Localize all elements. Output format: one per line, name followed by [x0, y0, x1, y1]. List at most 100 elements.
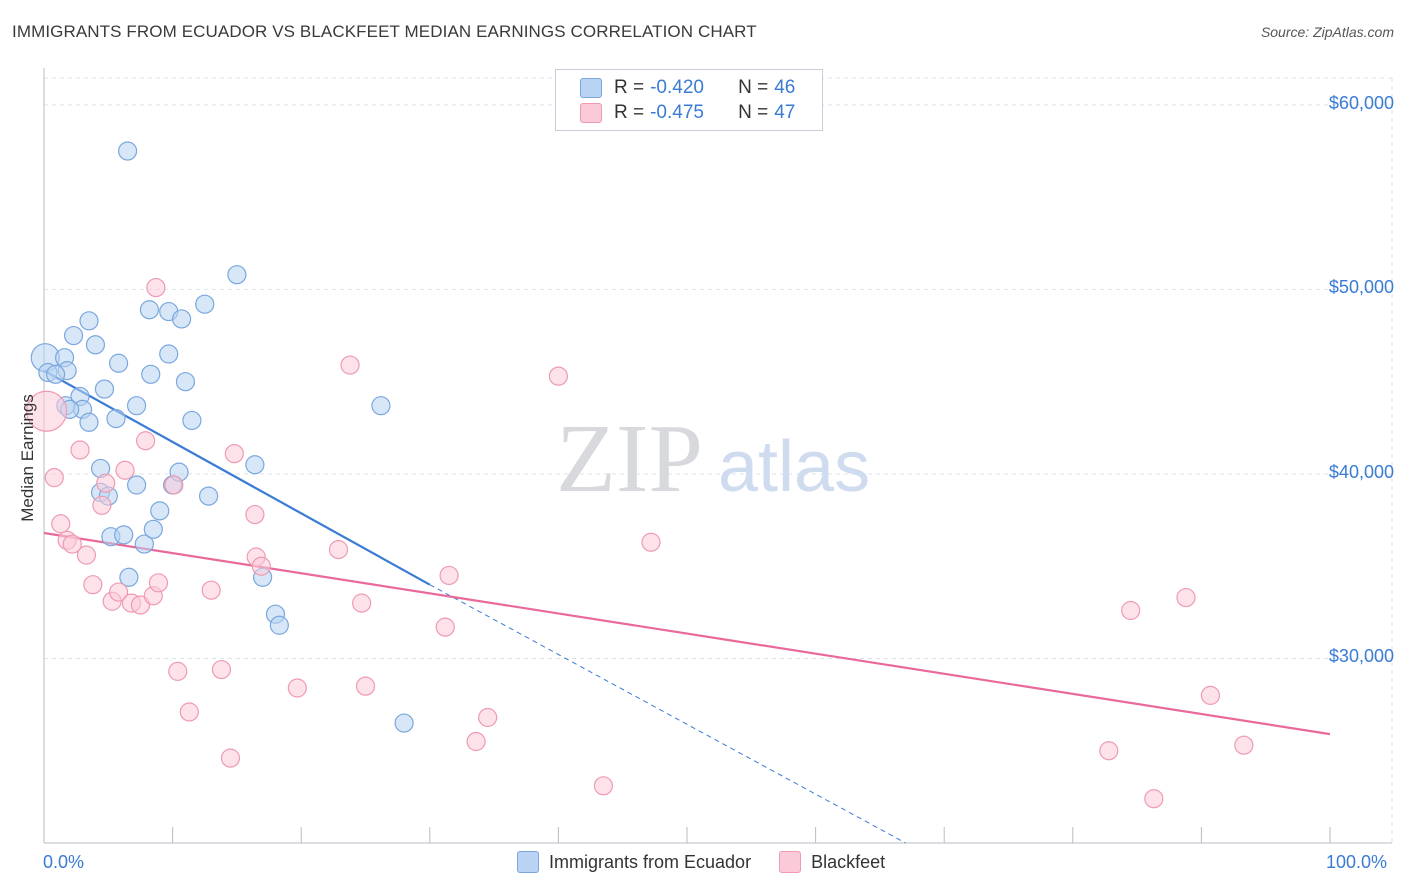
point-blackfeet	[1099, 741, 1119, 761]
point-ecuador	[139, 300, 160, 320]
point-blackfeet	[435, 617, 455, 637]
point-blackfeet	[76, 545, 97, 565]
legend-item-blackfeet[interactable]: Blackfeet	[779, 851, 885, 873]
point-blackfeet	[1121, 600, 1141, 621]
point-blackfeet	[355, 676, 376, 696]
watermark: ZIP atlas	[556, 405, 870, 513]
point-blackfeet	[211, 659, 232, 680]
point-ecuador	[175, 372, 196, 392]
point-blackfeet	[146, 277, 166, 298]
point-blackfeet	[1234, 735, 1254, 755]
point-ecuador	[108, 353, 129, 373]
point-ecuador	[94, 379, 115, 399]
point-ecuador	[245, 455, 265, 475]
stats-legend: R = -0.420 N = 46 R = -0.475 N = 47	[555, 69, 823, 131]
source-label: Source: ZipAtlas.com	[1260, 24, 1394, 40]
point-blackfeet	[1176, 587, 1196, 608]
y-axis-label: Median Earnings	[18, 394, 37, 522]
point-ecuador	[227, 265, 247, 285]
point-blackfeet	[44, 468, 64, 488]
point-blackfeet	[220, 748, 241, 768]
point-blackfeet	[641, 532, 661, 552]
legend-row-ecuador: R = -0.420 N = 46	[580, 76, 795, 100]
point-blackfeet	[466, 731, 486, 752]
point-ecuador	[172, 309, 192, 329]
point-blackfeet	[135, 431, 156, 451]
legend-n-label: N =	[738, 77, 769, 98]
point-blackfeet	[62, 534, 82, 554]
point-blackfeet	[251, 556, 271, 576]
point-ecuador	[143, 519, 163, 539]
point-blackfeet	[130, 595, 151, 615]
point-ecuador	[117, 141, 138, 161]
point-blackfeet	[245, 504, 265, 525]
point-blackfeet	[1144, 789, 1164, 809]
point-blackfeet	[83, 575, 103, 595]
legend-r-label: R =	[614, 102, 645, 123]
legend-n-value: 46	[774, 77, 796, 98]
trend-line-ecuador-extension	[429, 584, 906, 844]
legend-label-blackfeet: Blackfeet	[811, 851, 886, 872]
point-blackfeet	[164, 475, 184, 495]
point-ecuador	[45, 364, 66, 384]
legend-swatch-pink	[580, 103, 602, 123]
point-blackfeet	[25, 390, 68, 432]
point-blackfeet	[92, 495, 112, 515]
point-blackfeet	[96, 473, 116, 493]
point-ecuador	[182, 410, 202, 431]
point-blackfeet	[201, 580, 221, 600]
point-ecuador	[199, 486, 219, 506]
legend-swatch-blue	[580, 78, 602, 98]
point-blackfeet	[593, 776, 614, 796]
point-blackfeet	[352, 593, 372, 613]
point-ecuador	[85, 335, 106, 355]
point-ecuador	[114, 525, 134, 545]
axes	[43, 68, 1392, 844]
point-blackfeet	[70, 440, 90, 460]
point-blackfeet	[340, 355, 360, 375]
point-blackfeet	[148, 573, 169, 593]
watermark-atlas: atlas	[718, 427, 870, 507]
y-tick-label: $40,000	[1328, 461, 1394, 482]
x-tick-label-max: 100.0%	[1326, 852, 1388, 872]
legend-n-label: N =	[738, 102, 769, 123]
legend-item-ecuador[interactable]: Immigrants from Ecuador	[517, 851, 751, 873]
series-legend: Immigrants from Ecuador Blackfeet	[517, 851, 913, 873]
point-blackfeet	[108, 582, 129, 602]
point-ecuador	[150, 501, 170, 521]
point-ecuador	[269, 615, 289, 635]
watermark-zip: ZIP	[556, 405, 703, 513]
legend-swatch-blue	[517, 851, 539, 873]
point-ecuador	[126, 475, 147, 495]
legend-label-ecuador: Immigrants from Ecuador	[549, 851, 752, 872]
point-blackfeet	[224, 444, 244, 464]
point-ecuador	[394, 713, 414, 733]
x-tick-label-min: 0.0%	[43, 852, 85, 872]
point-ecuador	[79, 311, 99, 331]
point-blackfeet	[548, 366, 569, 386]
point-ecuador	[119, 567, 139, 587]
point-ecuador	[106, 408, 126, 429]
point-blackfeet	[328, 540, 349, 560]
point-blackfeet	[115, 460, 135, 480]
point-blackfeet	[1200, 685, 1221, 705]
point-ecuador	[79, 412, 99, 432]
point-ecuador	[195, 294, 215, 314]
point-blackfeet	[179, 702, 199, 722]
chart-title: IMMIGRANTS FROM ECUADOR VS BLACKFEET MED…	[12, 22, 757, 41]
data-points	[25, 141, 1254, 809]
point-blackfeet	[51, 514, 71, 534]
legend-r-value: -0.420	[650, 77, 704, 98]
legend-n-value: 47	[774, 102, 796, 123]
legend-swatch-pink	[779, 851, 802, 873]
point-blackfeet	[439, 565, 459, 586]
trend-line-ecuador	[43, 369, 431, 586]
y-tick-label: $50,000	[1328, 277, 1394, 298]
point-ecuador	[371, 396, 391, 416]
point-ecuador	[159, 344, 179, 364]
legend-r-value: -0.475	[650, 102, 704, 123]
point-ecuador	[63, 325, 84, 346]
point-blackfeet	[287, 678, 307, 698]
y-tick-label: $30,000	[1328, 646, 1394, 667]
